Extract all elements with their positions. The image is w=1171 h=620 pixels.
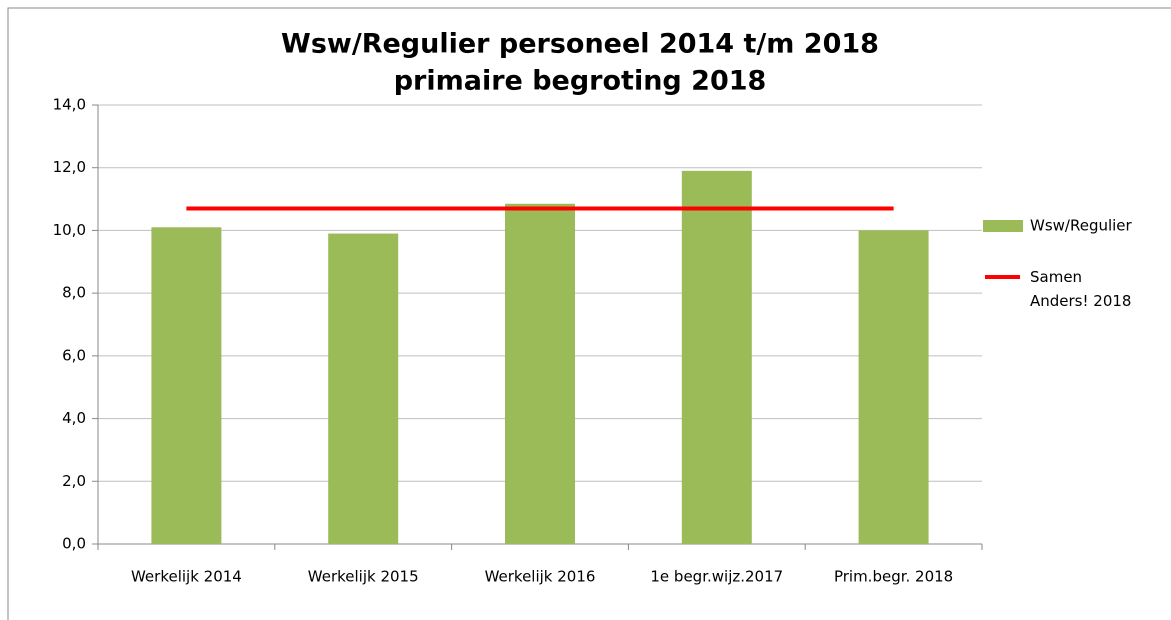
- bar: [328, 233, 399, 545]
- bar: [505, 203, 575, 544]
- y-tick-label: 4,0: [62, 409, 86, 427]
- x-tick-label: Werkelijk 2014: [131, 568, 242, 586]
- chart-title: Wsw/Regulier personeel 2014 t/m 2018: [281, 29, 879, 60]
- y-tick-label: 2,0: [62, 472, 86, 490]
- bar: [858, 230, 929, 544]
- x-tick-label: Werkelijk 2016: [485, 568, 596, 586]
- x-tick-label: Werkelijk 2015: [308, 568, 419, 586]
- y-tick-label: 0,0: [62, 535, 86, 553]
- bar: [681, 170, 752, 544]
- chart-title: primaire begroting 2018: [394, 66, 767, 97]
- bar: [151, 227, 222, 545]
- y-tick-label: 8,0: [62, 284, 86, 302]
- legend-label: Wsw/Regulier: [1030, 217, 1133, 235]
- x-tick-label: Prim.begr. 2018: [834, 568, 953, 586]
- y-tick-label: 6,0: [62, 346, 86, 364]
- y-tick-label: 12,0: [53, 158, 86, 176]
- legend-swatch: [983, 220, 1023, 232]
- legend-label: Samen Anders! 2018: [1030, 268, 1131, 310]
- y-tick-label: 10,0: [53, 221, 86, 239]
- y-tick-label: 14,0: [53, 96, 86, 114]
- x-tick-label: 1e begr.wijz.2017: [650, 568, 783, 586]
